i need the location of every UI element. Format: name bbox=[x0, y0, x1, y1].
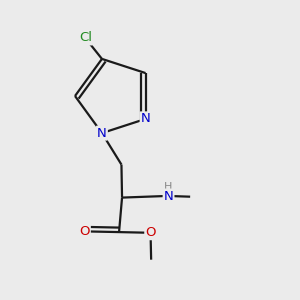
Text: O: O bbox=[145, 226, 156, 239]
Text: N: N bbox=[97, 127, 107, 140]
Text: O: O bbox=[79, 225, 90, 238]
Text: N: N bbox=[164, 190, 173, 202]
Text: H: H bbox=[164, 182, 173, 192]
Text: N: N bbox=[141, 112, 150, 125]
Text: Cl: Cl bbox=[79, 32, 92, 44]
